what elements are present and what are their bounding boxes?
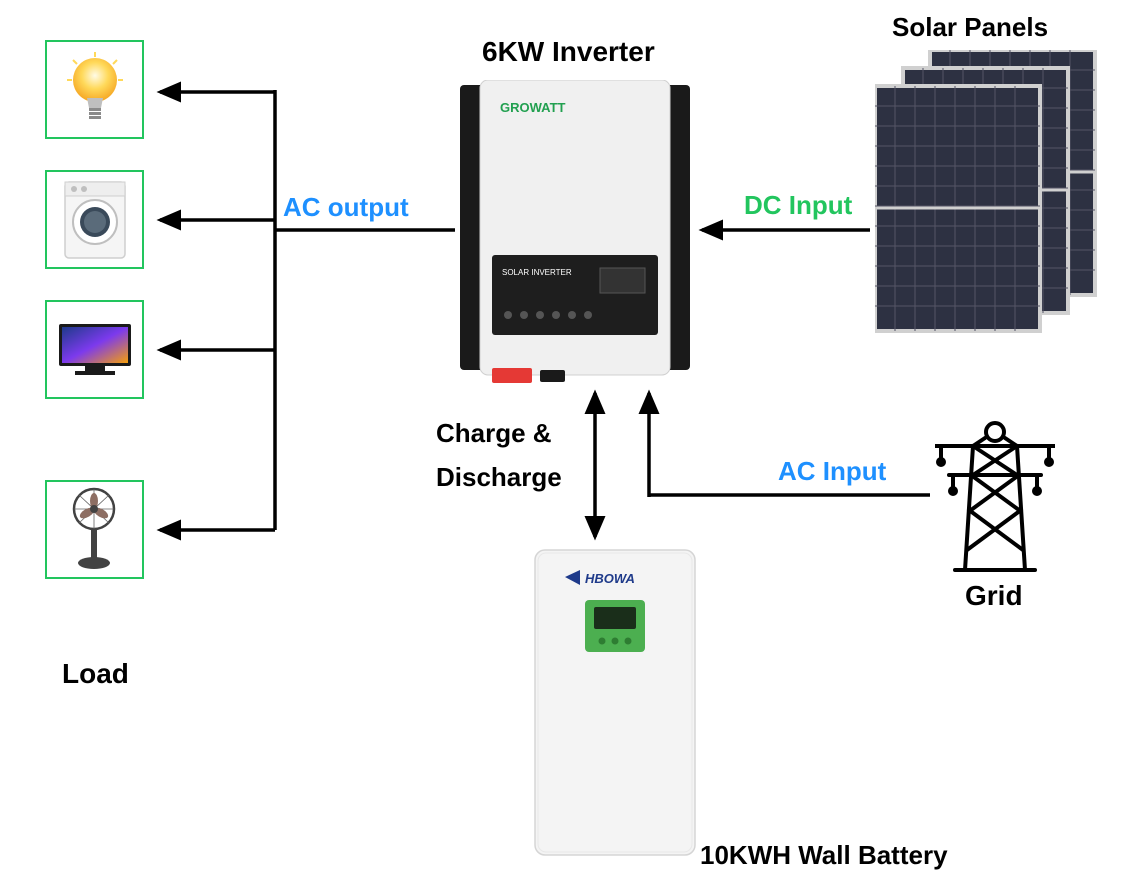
label-battery: 10KWH Wall Battery: [700, 840, 948, 871]
label-solar-panels: Solar Panels: [892, 12, 1048, 43]
label-dc-input: DC Input: [744, 190, 852, 221]
label-ac-input: AC Input: [778, 456, 886, 487]
label-grid: Grid: [965, 580, 1023, 612]
label-charge-1: Charge &: [436, 418, 552, 449]
label-charge-2: Discharge: [436, 462, 562, 493]
label-ac-output: AC output: [283, 192, 409, 223]
arrows-overlay: [0, 0, 1140, 890]
label-inverter: 6KW Inverter: [482, 36, 655, 68]
label-load: Load: [62, 658, 129, 690]
